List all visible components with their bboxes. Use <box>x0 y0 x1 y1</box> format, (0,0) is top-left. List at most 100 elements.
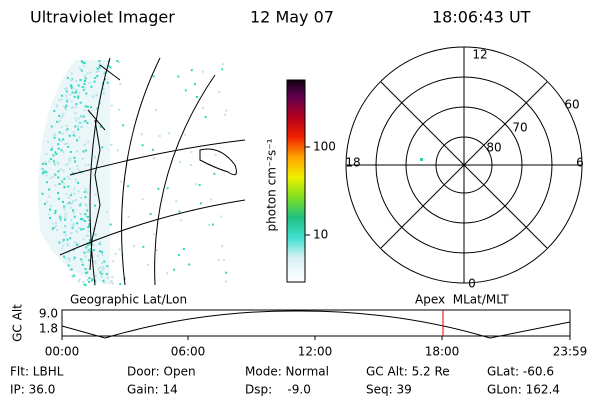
instrument: Ultraviolet Imager <box>30 8 175 27</box>
speckle <box>98 60 101 62</box>
speckle <box>182 248 185 250</box>
speckle <box>103 260 106 263</box>
speckle <box>195 96 198 98</box>
info-field: GC Alt: 5.2 Re <box>366 365 450 379</box>
speckle <box>79 202 82 205</box>
speckle <box>65 104 68 107</box>
speckle <box>74 91 77 94</box>
speckle <box>82 150 85 153</box>
mlt-label: 12 <box>472 48 487 62</box>
info-field: GLon: 162.4 <box>487 383 560 397</box>
speckle <box>58 241 61 244</box>
speckle <box>82 115 85 118</box>
speckle <box>62 201 64 203</box>
speckle <box>61 115 64 117</box>
speckle <box>57 176 60 179</box>
speckle <box>58 138 61 141</box>
speckle <box>147 264 150 266</box>
cb-unit: photon cm⁻²s⁻¹ <box>265 138 279 231</box>
speckle <box>99 271 102 274</box>
speckle <box>87 140 90 143</box>
speckle <box>77 95 80 98</box>
speckle <box>56 161 59 164</box>
speckle <box>173 268 176 271</box>
speckle <box>217 258 220 261</box>
speckle <box>54 173 57 176</box>
speckle <box>70 232 73 235</box>
speckle <box>69 268 72 271</box>
speckle <box>80 69 83 72</box>
speckle <box>84 268 87 271</box>
speckle <box>127 215 130 218</box>
speckle <box>83 109 86 112</box>
speckle <box>97 70 100 73</box>
speckle <box>105 273 108 276</box>
speckle <box>73 156 76 159</box>
speckle <box>77 280 80 283</box>
time-label: 06:00 <box>171 345 206 359</box>
speckle <box>158 135 161 137</box>
speckle <box>70 219 73 222</box>
speckle <box>79 204 82 207</box>
speckle <box>63 208 66 211</box>
speckle <box>57 163 60 166</box>
speckle <box>84 203 87 206</box>
speckle <box>101 268 104 271</box>
speckle <box>74 241 77 244</box>
mlt-label: 0 <box>468 277 476 291</box>
timeline-box <box>61 309 571 337</box>
mlt-label: 18 <box>345 156 360 170</box>
speckle <box>153 233 156 236</box>
speckle <box>218 90 221 93</box>
speckle <box>190 164 193 166</box>
speckle <box>68 201 71 204</box>
speckle <box>201 70 204 73</box>
speckle <box>85 246 88 249</box>
cb-label: 10 <box>313 228 328 242</box>
speckle <box>210 198 213 201</box>
speckle <box>88 242 91 245</box>
speckle <box>76 165 79 168</box>
speckle <box>99 250 101 253</box>
speckle <box>42 168 45 171</box>
speckle <box>178 210 181 213</box>
speckle <box>79 213 82 216</box>
speckle <box>86 251 89 254</box>
speckle <box>70 79 73 81</box>
speckle <box>47 140 49 143</box>
speckle <box>68 160 71 163</box>
speckle <box>84 164 87 167</box>
speckle <box>200 202 202 205</box>
speckle <box>80 115 83 118</box>
speckle <box>82 121 85 124</box>
speckle <box>55 153 58 155</box>
info-field: GLat: -60.6 <box>487 365 554 379</box>
speckle <box>85 272 88 275</box>
speckle <box>101 146 104 149</box>
speckle <box>64 106 67 109</box>
speckle <box>78 136 81 139</box>
speckle <box>63 177 66 180</box>
speckle <box>75 229 78 232</box>
speckle <box>76 139 79 142</box>
speckle <box>103 92 106 95</box>
speckle <box>64 215 67 218</box>
speckle <box>74 134 76 137</box>
speckle <box>57 197 60 200</box>
speckle <box>74 112 77 115</box>
speckle <box>59 219 62 222</box>
speckle <box>58 114 61 117</box>
speckle <box>54 226 56 229</box>
speckle <box>61 180 64 183</box>
speckle <box>63 205 66 208</box>
speckle <box>75 90 78 93</box>
speckle <box>57 147 60 150</box>
speckle <box>60 116 63 119</box>
speckle <box>64 163 67 166</box>
speckle <box>49 205 52 208</box>
speckle <box>86 279 89 282</box>
speckle <box>74 117 77 120</box>
speckle <box>89 71 92 74</box>
speckle <box>97 267 100 270</box>
speckle <box>110 104 113 107</box>
